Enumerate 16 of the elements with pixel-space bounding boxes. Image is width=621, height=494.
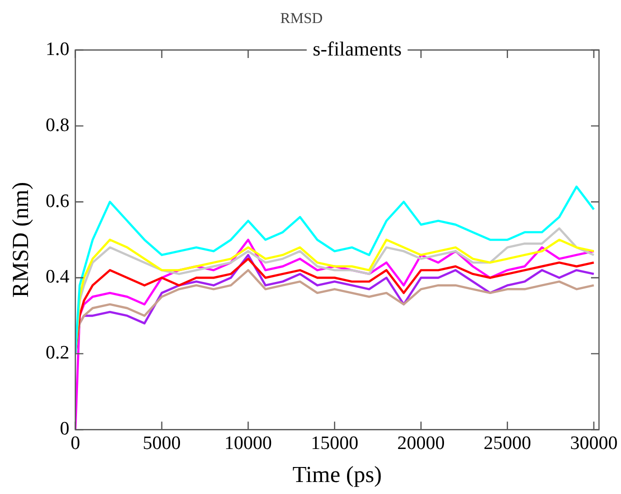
x-axis-title: Time (ps) bbox=[292, 462, 382, 488]
y-tick-label: 0 bbox=[60, 418, 70, 440]
y-tick-label: 1.0 bbox=[46, 38, 70, 60]
x-tick-label: 15000 bbox=[310, 432, 358, 454]
x-tick-label: 25000 bbox=[484, 432, 532, 454]
x-tick-label: 30000 bbox=[570, 432, 618, 454]
y-tick-label: 0.6 bbox=[46, 190, 70, 212]
chart-subtitle: s-filaments bbox=[312, 38, 402, 60]
y-tick-label: 0.4 bbox=[46, 266, 70, 288]
x-tick-label: 10000 bbox=[224, 432, 272, 454]
x-tick-label: 20000 bbox=[397, 432, 445, 454]
chart-title: RMSD bbox=[280, 10, 323, 27]
y-tick-label: 0.8 bbox=[46, 114, 70, 136]
y-axis-title: RMSD (nm) bbox=[8, 182, 33, 298]
y-tick-label: 0.2 bbox=[46, 342, 70, 364]
x-tick-label: 5000 bbox=[142, 432, 181, 454]
